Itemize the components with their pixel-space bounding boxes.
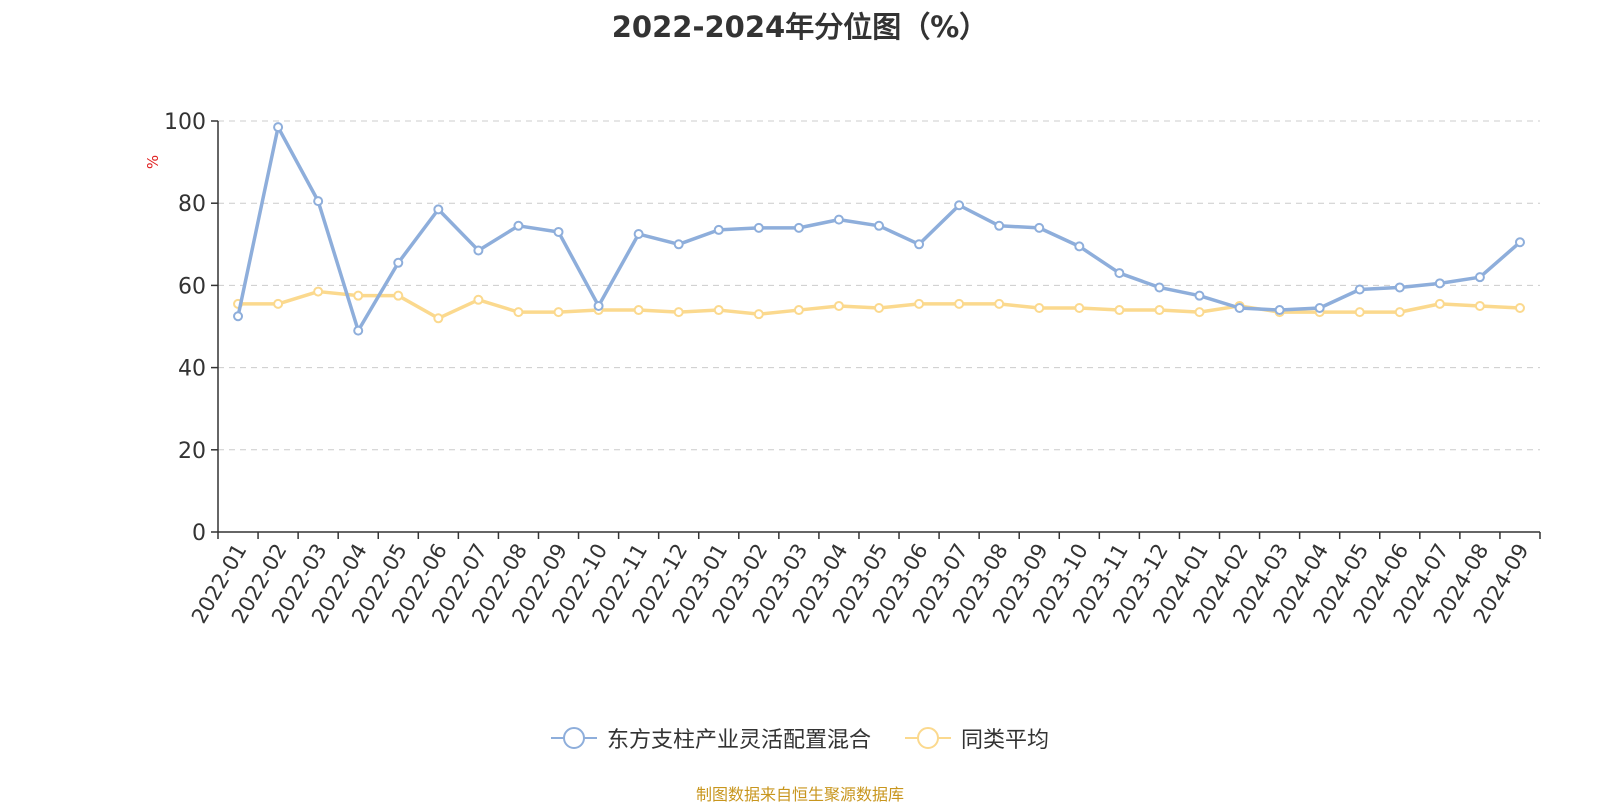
- data-point[interactable]: [833, 214, 844, 225]
- axes: 0204060801002022-012022-022022-032022-04…: [164, 110, 1541, 627]
- data-point[interactable]: [1034, 222, 1045, 233]
- data-point[interactable]: [994, 220, 1005, 231]
- data-point[interactable]: [673, 307, 684, 318]
- data-point[interactable]: [513, 220, 524, 231]
- data-point[interactable]: [353, 290, 364, 301]
- data-point[interactable]: [1354, 284, 1365, 295]
- data-point[interactable]: [473, 245, 484, 256]
- data-point[interactable]: [1234, 303, 1245, 314]
- chart-title: 2022-2024年分位图（%）: [611, 10, 989, 44]
- data-point[interactable]: [393, 290, 404, 301]
- data-point[interactable]: [1274, 305, 1285, 316]
- legend: 东方支柱产业灵活配置混合 同类平均: [0, 722, 1600, 754]
- data-point[interactable]: [1154, 305, 1165, 316]
- series-lines: [233, 122, 1525, 336]
- data-point[interactable]: [753, 309, 764, 320]
- data-point[interactable]: [393, 257, 404, 268]
- data-point[interactable]: [553, 226, 564, 237]
- data-point[interactable]: [1194, 290, 1205, 301]
- data-point[interactable]: [553, 307, 564, 318]
- y-tick-label: 100: [164, 110, 206, 135]
- data-point[interactable]: [273, 122, 284, 133]
- data-point[interactable]: [833, 300, 844, 311]
- data-point[interactable]: [1474, 300, 1485, 311]
- data-point[interactable]: [1434, 278, 1445, 289]
- legend-item-average[interactable]: 同类平均: [905, 722, 1049, 754]
- legend-marker-fund: [550, 726, 597, 750]
- data-point[interactable]: [793, 305, 804, 316]
- data-point[interactable]: [313, 196, 324, 207]
- data-point[interactable]: [1114, 305, 1125, 316]
- data-point[interactable]: [313, 286, 324, 297]
- y-tick-label: 60: [178, 274, 206, 299]
- legend-item-fund[interactable]: 东方支柱产业灵活配置混合: [550, 722, 871, 754]
- grid-lines: [218, 120, 1540, 451]
- data-point[interactable]: [513, 307, 524, 318]
- data-point[interactable]: [793, 222, 804, 233]
- data-point[interactable]: [713, 224, 724, 235]
- data-point[interactable]: [954, 298, 965, 309]
- data-point[interactable]: [1074, 241, 1085, 252]
- data-point[interactable]: [954, 200, 965, 211]
- data-point[interactable]: [433, 313, 444, 324]
- data-point[interactable]: [1034, 303, 1045, 314]
- legend-marker-average: [905, 726, 951, 750]
- data-point[interactable]: [753, 222, 764, 233]
- data-point[interactable]: [713, 305, 724, 316]
- legend-label-fund: 东方支柱产业灵活配置混合: [606, 728, 871, 753]
- data-point[interactable]: [233, 311, 244, 322]
- data-point[interactable]: [593, 300, 604, 311]
- data-point[interactable]: [874, 220, 884, 231]
- data-point[interactable]: [353, 325, 364, 336]
- data-point[interactable]: [1314, 303, 1325, 314]
- data-point[interactable]: [914, 298, 925, 309]
- data-point[interactable]: [273, 298, 284, 309]
- legend-label-average: 同类平均: [961, 728, 1050, 753]
- source-note: 制图数据来自恒生聚源数据库: [695, 785, 904, 804]
- y-tick-label: 40: [178, 357, 206, 382]
- data-point[interactable]: [1114, 268, 1125, 279]
- data-point[interactable]: [1474, 272, 1485, 283]
- data-point[interactable]: [473, 294, 484, 305]
- data-point[interactable]: [994, 298, 1005, 309]
- data-point[interactable]: [1514, 303, 1525, 314]
- data-point[interactable]: [633, 305, 644, 316]
- y-axis-label: %: [144, 155, 162, 169]
- data-point[interactable]: [1154, 282, 1165, 293]
- data-point[interactable]: [1514, 237, 1525, 248]
- data-point[interactable]: [1434, 298, 1445, 309]
- data-point[interactable]: [1354, 307, 1365, 318]
- data-point[interactable]: [1394, 307, 1405, 318]
- y-tick-label: 80: [178, 192, 206, 217]
- y-tick-label: 20: [178, 439, 206, 464]
- y-tick-label: 0: [192, 521, 206, 546]
- data-point[interactable]: [914, 239, 925, 250]
- data-point[interactable]: [433, 204, 444, 215]
- data-point[interactable]: [1074, 303, 1085, 314]
- data-point[interactable]: [874, 303, 884, 314]
- data-point[interactable]: [1394, 282, 1405, 293]
- data-point[interactable]: [1194, 307, 1205, 318]
- data-point[interactable]: [673, 239, 684, 250]
- data-point[interactable]: [633, 229, 644, 240]
